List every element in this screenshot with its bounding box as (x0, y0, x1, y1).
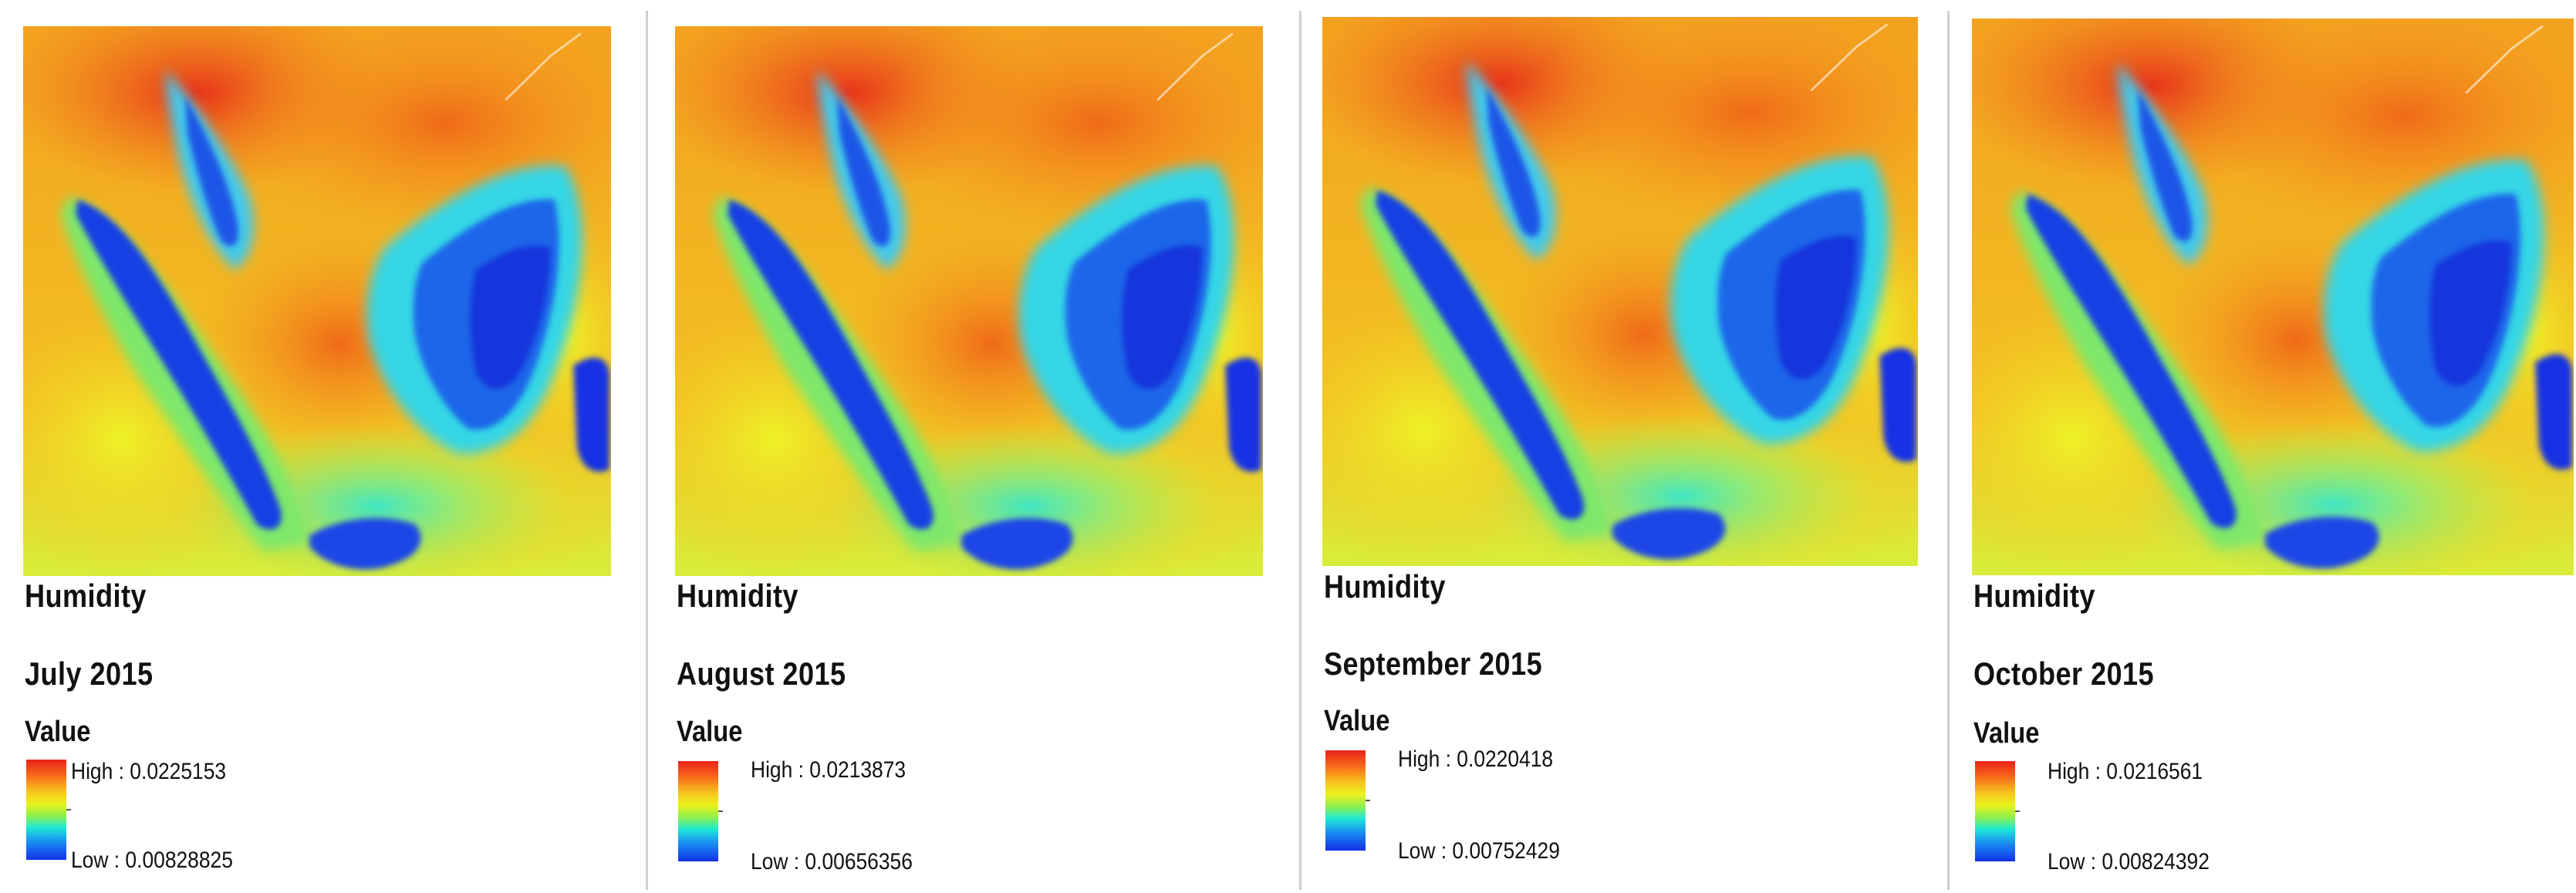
legend-low-label: Low : 0.00824392 (2048, 849, 2210, 874)
legend-color-ramp (1975, 761, 2015, 861)
legend-title: Value (677, 716, 743, 748)
humidity-map-september (1322, 17, 1918, 566)
legend-high-label: High : 0.0225153 (71, 759, 227, 784)
legend-tick-mid (718, 810, 723, 812)
legend-color-ramp (678, 761, 718, 861)
legend-title: Value (25, 716, 91, 748)
legend-title: Value (1973, 717, 2040, 750)
panel-divider (1947, 11, 1950, 890)
map-period: July 2015 (25, 655, 154, 692)
panel-divider (646, 11, 648, 890)
legend-low-label: Low : 0.00828825 (71, 848, 233, 873)
map-panel-september: Humidity September 2015 Value High : 0.0… (1304, 0, 1944, 893)
map-panel-august: Humidity August 2015 Value High : 0.0213… (652, 0, 1292, 893)
legend-tick-mid (2015, 810, 2020, 812)
map-period: October 2015 (1973, 655, 2155, 692)
legend-low-label: Low : 0.00752429 (1398, 838, 1560, 864)
legend-low-label: Low : 0.00656356 (751, 849, 913, 874)
legend-high-label: High : 0.0216561 (2048, 759, 2203, 784)
humidity-map-october (1972, 19, 2574, 575)
legend-title: Value (1324, 705, 1390, 737)
legend-tick-mid (1366, 800, 1370, 801)
map-title: Humidity (25, 578, 147, 614)
map-period: August 2015 (677, 655, 846, 692)
legend-high-label: High : 0.0220418 (1398, 746, 1554, 772)
map-title: Humidity (1973, 578, 2095, 614)
legend-color-ramp (1325, 750, 1366, 851)
map-panel-october: Humidity October 2015 Value High : 0.021… (1952, 0, 2576, 893)
legend-tick-mid (66, 809, 71, 810)
map-title: Humidity (1324, 568, 1446, 605)
map-title: Humidity (677, 578, 798, 614)
map-period: September 2015 (1324, 645, 1543, 682)
legend-color-ramp (26, 760, 66, 860)
humidity-map-july (23, 26, 611, 576)
humidity-map-august (675, 26, 1263, 576)
panel-divider (1299, 11, 1302, 890)
map-panel-july: Humidity July 2015 Value High : 0.022515… (0, 0, 633, 893)
legend-high-label: High : 0.0213873 (751, 757, 906, 783)
